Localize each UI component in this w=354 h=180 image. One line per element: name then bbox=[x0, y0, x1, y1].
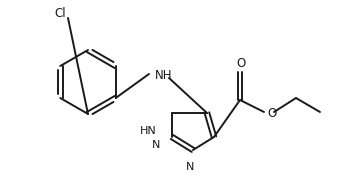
Text: Cl: Cl bbox=[54, 6, 66, 19]
Text: N: N bbox=[152, 140, 160, 150]
Text: NH: NH bbox=[155, 69, 172, 82]
Text: O: O bbox=[267, 107, 276, 120]
Text: O: O bbox=[236, 57, 246, 70]
Text: HN: HN bbox=[140, 126, 157, 136]
Text: N: N bbox=[186, 162, 194, 172]
